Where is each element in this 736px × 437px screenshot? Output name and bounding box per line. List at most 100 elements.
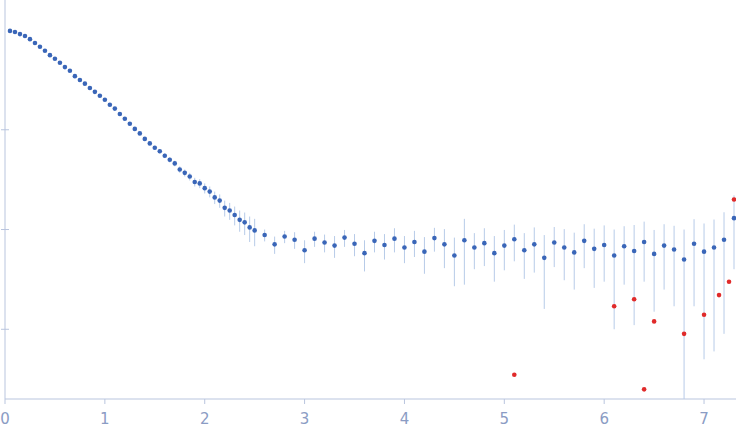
point — [227, 208, 232, 213]
error-bar — [454, 238, 455, 287]
point — [217, 198, 222, 203]
point — [682, 257, 687, 262]
point — [372, 239, 377, 244]
point — [712, 245, 717, 250]
point — [442, 242, 447, 247]
point — [113, 106, 118, 111]
x-tick — [704, 399, 705, 404]
point — [88, 86, 93, 91]
point — [13, 30, 18, 35]
point — [512, 237, 517, 242]
point — [652, 319, 657, 324]
point — [522, 248, 527, 253]
error-bar — [584, 224, 585, 268]
point — [187, 174, 192, 179]
point — [342, 235, 347, 240]
error-bar — [714, 220, 715, 352]
point — [98, 94, 103, 99]
error-bar — [484, 228, 485, 266]
point — [362, 251, 367, 256]
point — [462, 238, 467, 243]
point — [502, 243, 507, 248]
point — [722, 237, 727, 242]
error-bar — [674, 226, 675, 306]
points — [8, 29, 736, 392]
point — [123, 116, 128, 121]
point — [292, 237, 297, 242]
point — [18, 32, 23, 37]
x-tick — [404, 399, 405, 404]
x-tick-label: 3 — [300, 410, 310, 428]
point — [552, 240, 557, 245]
point — [532, 242, 537, 247]
x-tick — [604, 399, 605, 404]
x-tick-label: 1 — [100, 410, 110, 428]
error-bar — [424, 237, 425, 274]
point — [727, 279, 732, 284]
point — [582, 239, 587, 244]
point — [272, 242, 277, 247]
error-bar — [624, 226, 625, 284]
point — [133, 127, 138, 132]
point — [512, 372, 517, 377]
point — [652, 252, 657, 257]
point — [128, 121, 133, 126]
point — [138, 131, 143, 136]
error-bar — [724, 212, 725, 334]
x-tick-label: 2 — [200, 410, 210, 428]
error-bar — [734, 195, 735, 269]
x-tick-label: 4 — [400, 410, 410, 428]
point — [242, 220, 247, 225]
point — [93, 90, 98, 95]
point — [108, 102, 113, 107]
error-bar — [644, 222, 645, 282]
point — [672, 247, 677, 252]
point — [167, 158, 172, 163]
error-bar — [534, 227, 535, 272]
y-tick — [1, 129, 9, 130]
error-bar — [464, 219, 465, 285]
x-tick — [5, 399, 6, 404]
error-bar — [614, 230, 615, 330]
point — [182, 171, 187, 176]
point — [162, 153, 167, 158]
error-bar — [634, 225, 635, 325]
point — [692, 241, 697, 246]
error-bar — [564, 229, 565, 280]
point — [262, 233, 267, 238]
point — [247, 225, 252, 230]
point — [8, 29, 13, 34]
x-tick — [204, 399, 205, 404]
point — [717, 293, 722, 298]
point — [118, 112, 123, 117]
point — [197, 181, 202, 186]
y-tick — [1, 229, 9, 230]
point — [542, 256, 547, 261]
point — [207, 189, 212, 194]
point — [332, 243, 337, 248]
y-axis — [5, 0, 6, 399]
point — [83, 81, 88, 86]
point — [202, 186, 207, 191]
point — [222, 206, 227, 211]
point — [237, 218, 242, 223]
point — [472, 245, 477, 250]
point — [612, 304, 617, 309]
point — [53, 56, 58, 61]
error-bar — [444, 229, 445, 268]
point — [28, 37, 33, 42]
chart: 01234567 — [0, 0, 736, 437]
point — [482, 241, 487, 246]
point — [103, 97, 108, 102]
point — [632, 297, 637, 302]
point — [232, 213, 237, 218]
plot-area — [8, 29, 736, 399]
error-bar — [524, 233, 525, 279]
point — [642, 240, 647, 245]
error-bar — [664, 224, 665, 289]
x-tick-label: 0 — [0, 410, 10, 428]
point — [157, 149, 162, 154]
error-bar — [594, 229, 595, 288]
point — [662, 243, 667, 248]
point — [282, 234, 287, 239]
